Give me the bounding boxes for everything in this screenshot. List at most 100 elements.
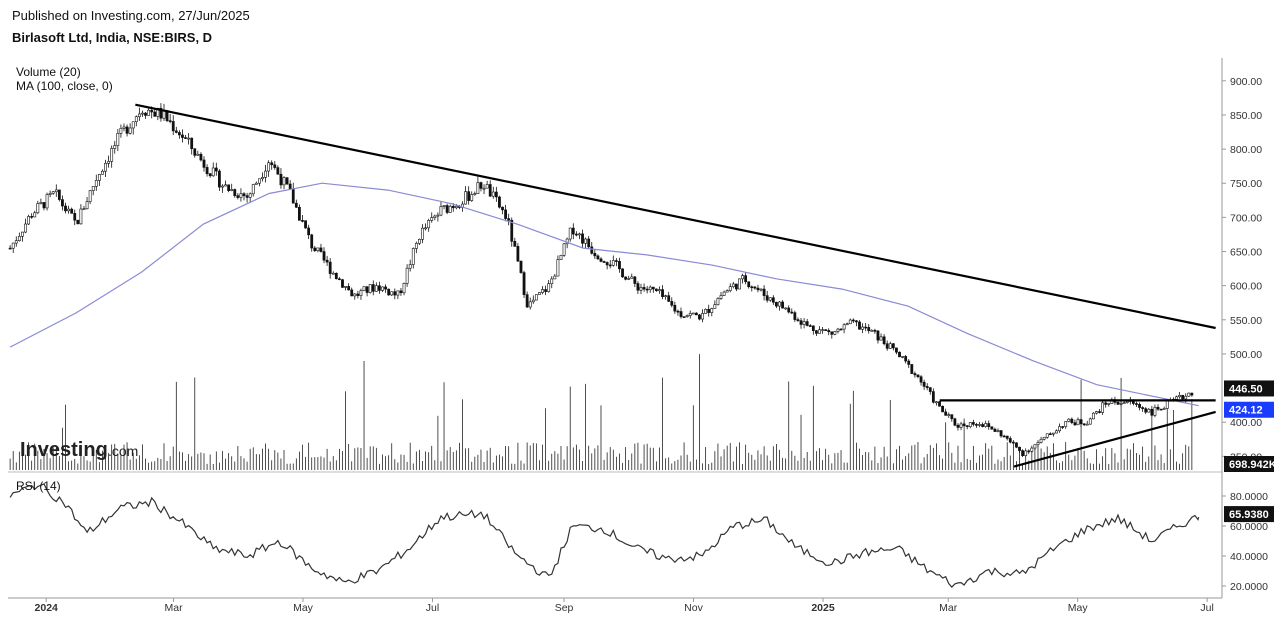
candle-body	[230, 189, 234, 191]
candle-body	[808, 325, 812, 327]
candle-body	[107, 161, 111, 164]
rising-support-trendline	[1013, 410, 1216, 468]
candle-body	[901, 356, 904, 358]
date-tick-label: 2024	[35, 602, 59, 614]
candle-body	[1055, 430, 1058, 434]
candle-body	[1011, 441, 1015, 444]
candle-body	[753, 286, 757, 289]
candle-body	[221, 185, 224, 188]
rsi-value-tag: 65.9380	[1229, 509, 1269, 521]
candle-body	[633, 276, 637, 284]
candle-body	[1064, 421, 1068, 427]
candle-body	[137, 113, 141, 118]
candle-body	[1104, 402, 1108, 405]
candle-body	[1030, 447, 1034, 452]
candle-body	[1175, 396, 1178, 400]
candle-body	[851, 319, 855, 322]
candle-body	[1018, 446, 1021, 451]
volume-bars	[9, 354, 1193, 470]
candle-body	[202, 159, 206, 168]
candle-body	[793, 312, 797, 320]
candle-body	[1070, 418, 1074, 423]
candle-body	[922, 381, 926, 387]
candle-body	[848, 319, 852, 325]
candle-body	[959, 423, 963, 428]
candle-body	[439, 206, 443, 216]
candle-body	[1141, 407, 1145, 409]
candle-body	[408, 264, 412, 269]
price-tick-label: 800.00	[1230, 144, 1262, 156]
candle-body	[414, 243, 418, 249]
candle-body	[1178, 394, 1181, 398]
candle-body	[590, 246, 594, 254]
candle-body	[550, 278, 554, 284]
investing-logo: Investing .com	[20, 439, 138, 461]
candle-body	[288, 183, 292, 189]
date-tick-label: Sep	[555, 602, 574, 614]
candle-body	[1150, 408, 1154, 416]
candle-body	[1002, 435, 1006, 438]
candle-body	[587, 238, 591, 248]
price-tick-label: 700.00	[1230, 212, 1262, 224]
candle-body	[301, 220, 304, 222]
candle-body	[790, 311, 794, 314]
candle-body	[122, 126, 126, 129]
candle-body	[531, 299, 535, 303]
candle-body	[473, 193, 477, 195]
candle-body	[239, 193, 243, 198]
candle-body	[802, 321, 806, 325]
candle-body	[1138, 403, 1141, 408]
date-tick-label: Mar	[939, 602, 958, 614]
candle-body	[910, 364, 914, 374]
candle-body	[799, 320, 803, 325]
candle-body	[257, 178, 261, 184]
candle-body	[334, 272, 338, 280]
candle-body	[707, 308, 711, 313]
candle-body	[898, 351, 901, 358]
candle-body	[688, 313, 692, 316]
candle-body	[965, 425, 969, 427]
candle-body	[756, 287, 760, 291]
candle-body	[205, 167, 209, 174]
candle-body	[430, 217, 434, 221]
candle-body	[1098, 411, 1101, 413]
candle-body	[30, 216, 34, 218]
candle-body	[768, 297, 772, 301]
candle-body	[516, 246, 520, 262]
candle-body	[734, 283, 738, 290]
candle-body	[464, 191, 467, 205]
candle-body	[328, 261, 332, 274]
candle-body	[990, 426, 994, 430]
candle-body	[947, 414, 951, 416]
price-tick-label: 850.00	[1230, 110, 1262, 122]
candle-body	[418, 239, 421, 244]
candle-body	[82, 208, 86, 211]
rsi-tick-label: 20.0000	[1230, 581, 1268, 593]
candle-body	[313, 247, 317, 251]
candle-body	[479, 182, 483, 189]
price-tick-label: 550.00	[1230, 315, 1262, 327]
candle-body	[8, 247, 12, 250]
candle-body	[1101, 402, 1105, 413]
candle-body	[710, 308, 714, 313]
rsi-tick-label: 80.0000	[1230, 491, 1268, 503]
candle-body	[738, 278, 741, 290]
candle-body	[904, 356, 908, 362]
candle-body	[691, 312, 695, 315]
candle-body	[344, 286, 347, 288]
candle-body	[1162, 408, 1166, 410]
candle-body	[664, 295, 668, 297]
candle-body	[1042, 436, 1046, 440]
candle-body	[24, 223, 27, 233]
candle-body	[916, 374, 920, 378]
candle-body	[676, 310, 680, 313]
candle-body	[679, 311, 683, 317]
candle-body	[378, 285, 381, 291]
candle-body	[538, 292, 541, 295]
candle-body	[1091, 412, 1095, 420]
candle-body	[338, 278, 341, 281]
candle-body	[596, 255, 600, 260]
date-tick-label: Jul	[426, 602, 439, 614]
candle-body	[1122, 402, 1126, 404]
